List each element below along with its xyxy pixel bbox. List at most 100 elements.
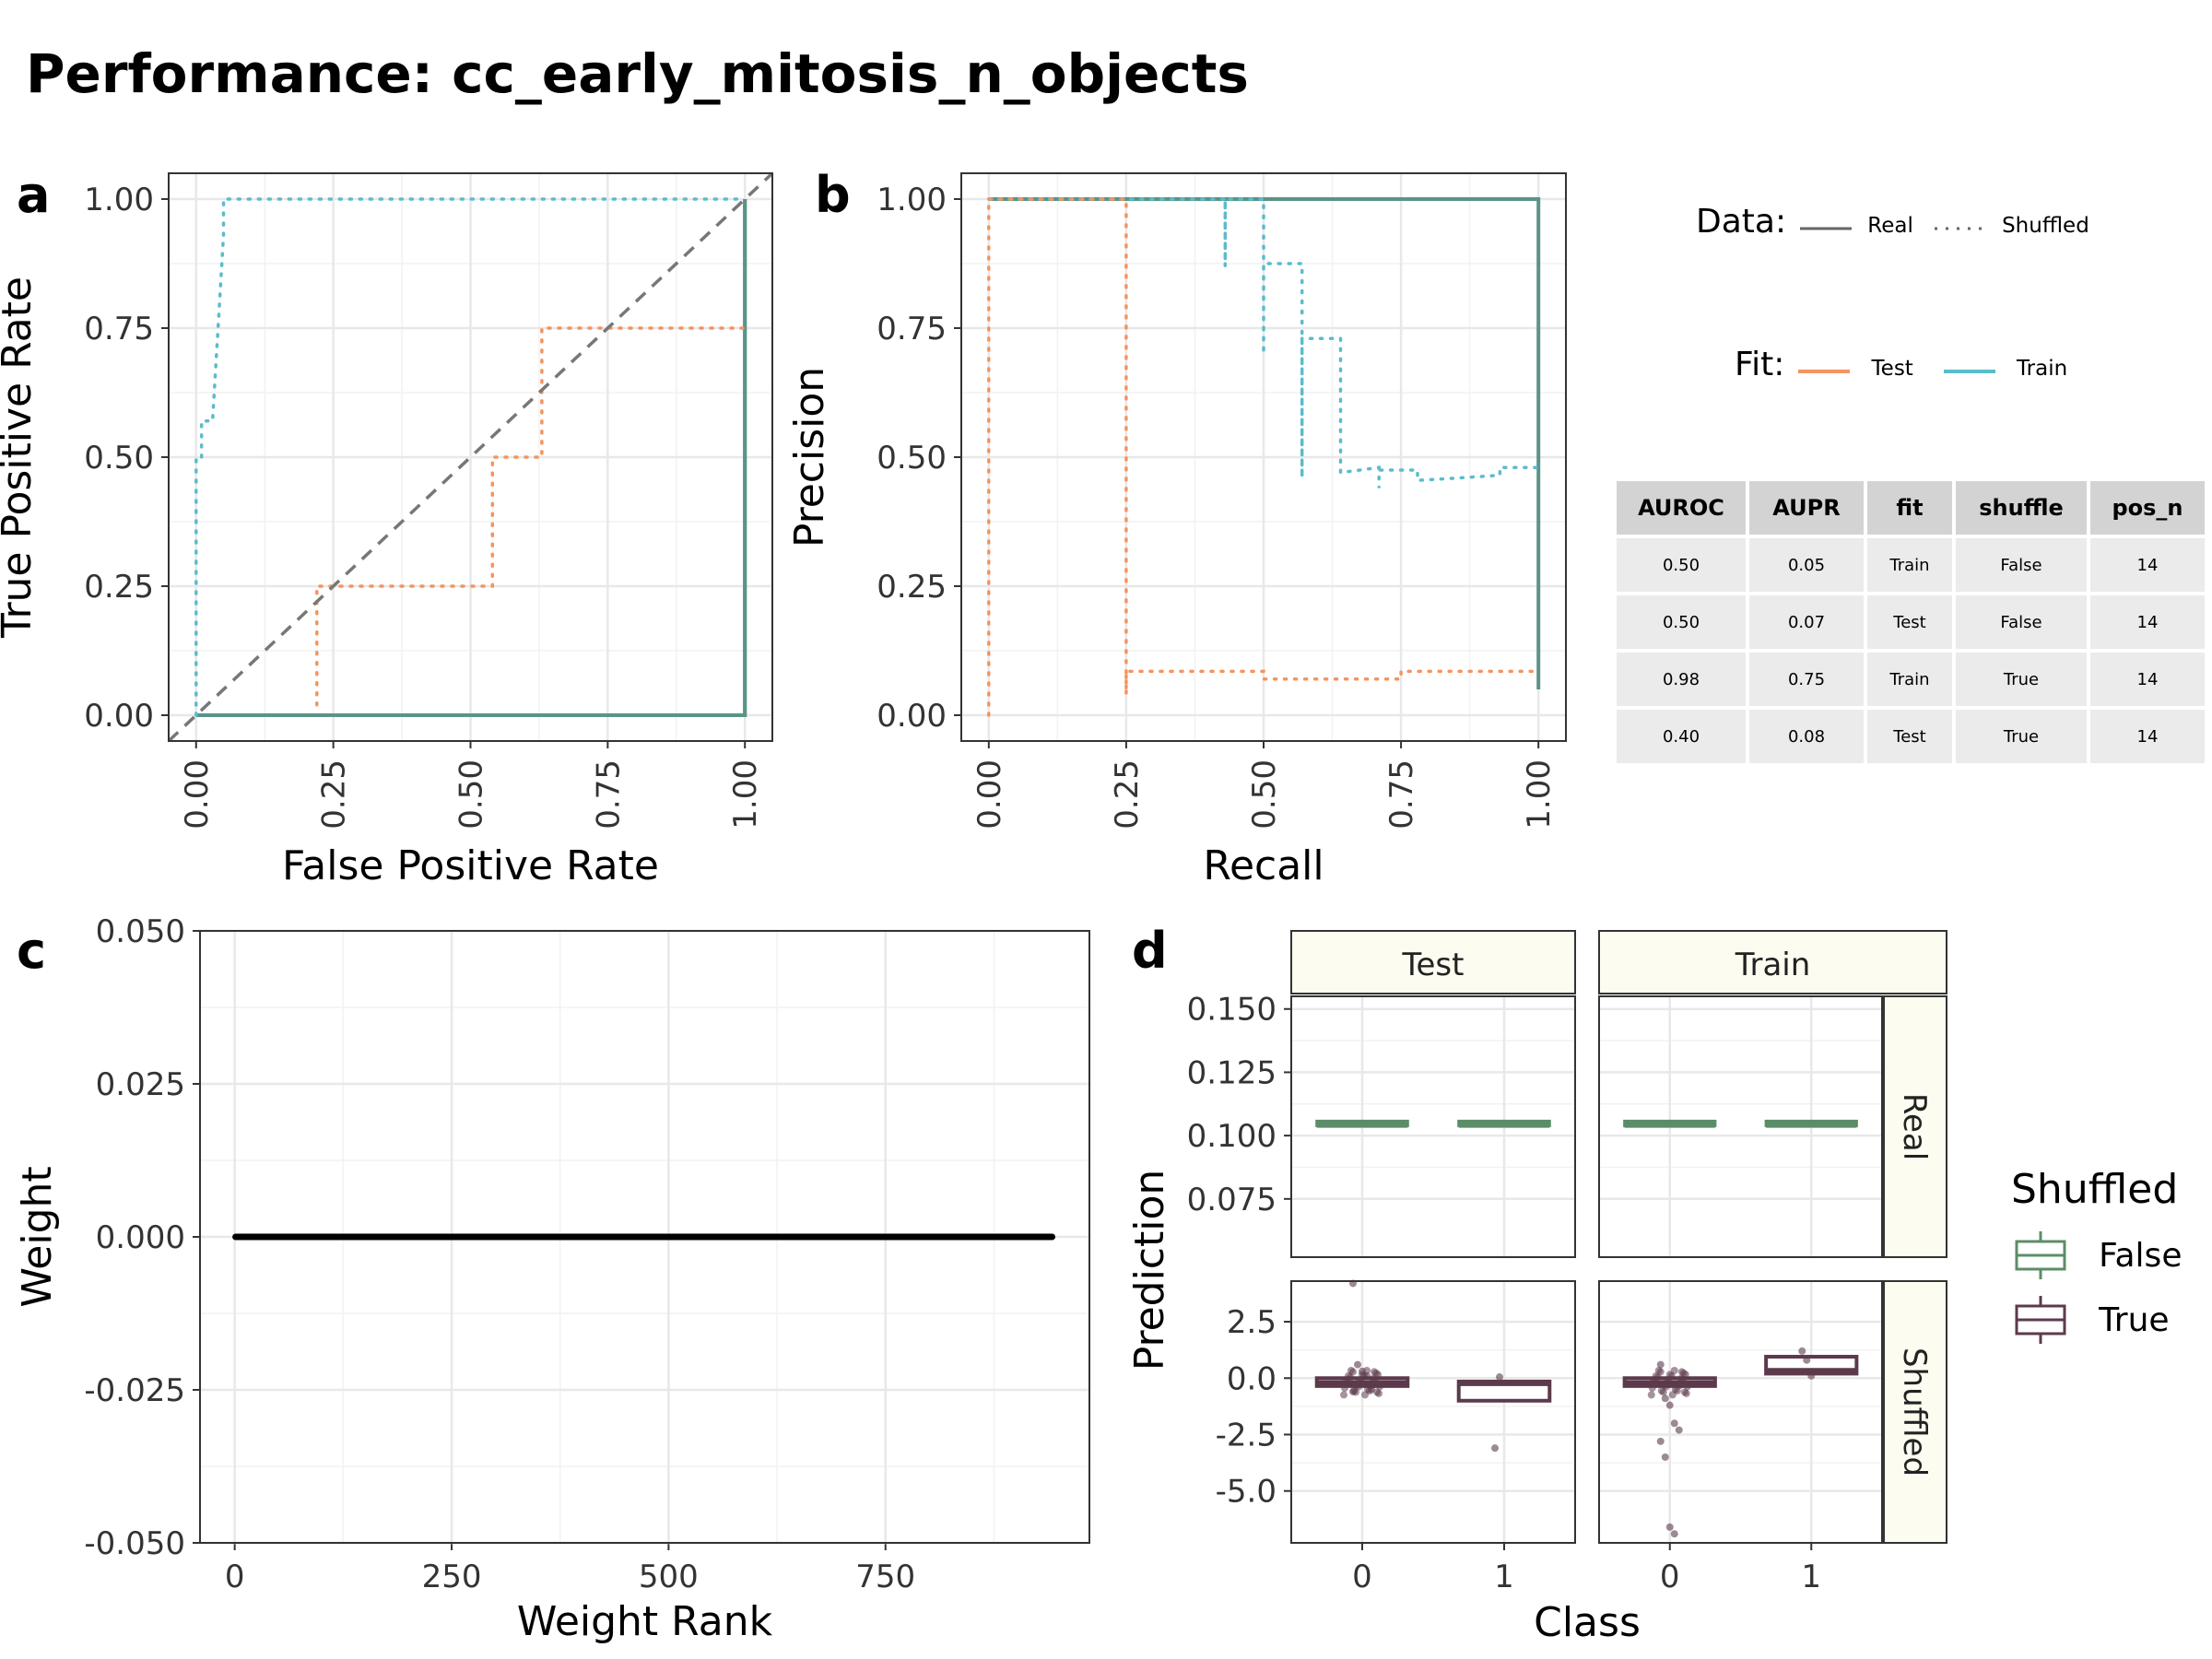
plot-border	[168, 172, 773, 742]
cell-shuffle: False	[1956, 595, 2087, 649]
cell-shuffle: True	[1956, 710, 2087, 763]
facet-strip-train	[1598, 930, 1947, 994]
cell-pos-n: 14	[2090, 538, 2205, 592]
data-legend-shuffled: Shuffled	[2002, 214, 2089, 238]
facet-strip-real	[1883, 995, 1947, 1258]
false-box-key	[2015, 1231, 2066, 1279]
x-tick-label: 750	[855, 1559, 915, 1595]
header-aupr: AUPR	[1749, 481, 1864, 535]
data-legend-real: Real	[1867, 214, 1913, 238]
jitter-point	[1359, 1371, 1366, 1379]
x-tick-label: 0.00	[179, 759, 216, 830]
outlier-point	[1656, 1437, 1665, 1445]
facet-label-train: Train	[1735, 947, 1811, 983]
cell-pos-n: 14	[2090, 710, 2205, 763]
y-axis-label: Prediction	[1126, 1170, 1173, 1371]
cell-fit: Train	[1867, 653, 1952, 706]
outlier-point	[1496, 1373, 1503, 1382]
jitter-point	[1677, 1368, 1686, 1376]
y-tick-label: 2.5	[1227, 1304, 1277, 1341]
jitter-point	[1660, 1382, 1668, 1390]
series-line-chance	[167, 171, 774, 743]
x-tick-label: 1.00	[727, 759, 764, 830]
jitter-point	[1674, 1380, 1682, 1388]
jitter-point	[1373, 1388, 1381, 1396]
outlier-point	[1491, 1444, 1499, 1453]
x-axis-label: False Positive Rate	[282, 842, 659, 889]
cell-fit: Test	[1867, 595, 1952, 649]
table-header-row: AUROC AUPR fit shuffle pos_n	[1617, 481, 2205, 535]
y-tick-label: 1.00	[84, 182, 154, 218]
jitter-point	[1342, 1377, 1349, 1385]
y-tick-label: 0.050	[96, 913, 185, 950]
jitter-point	[1647, 1391, 1655, 1399]
figure-title: Performance: cc_early_mitosis_n_objects	[26, 42, 1249, 105]
real-line-key	[1800, 227, 1853, 229]
facet-panel	[1599, 1281, 1882, 1543]
outlier-point	[1803, 1356, 1811, 1364]
cell-auroc: 0.50	[1617, 595, 1746, 649]
jitter-point	[1668, 1391, 1677, 1399]
cell-auroc: 0.50	[1617, 538, 1746, 592]
cell-auroc: 0.98	[1617, 653, 1746, 706]
x-axis-label: Class	[1534, 1599, 1641, 1646]
cell-pos-n: 14	[2090, 595, 2205, 649]
jitter-point	[1649, 1377, 1657, 1385]
fit-legend: Fit: Test Train	[1735, 346, 2067, 383]
shuffled-line-key	[1934, 227, 1986, 229]
header-pos-n: pos_n	[2090, 481, 2205, 535]
y-tick-label: -5.0	[1216, 1474, 1277, 1511]
shuffled-legend-false-row: False	[2011, 1230, 2182, 1294]
x-tick-label: 250	[422, 1559, 482, 1595]
y-tick-label: 1.00	[877, 182, 947, 218]
x-axis-label: Weight Rank	[517, 1598, 773, 1645]
x-tick-label: 0.25	[316, 759, 353, 830]
x-tick-label: 0.25	[1109, 759, 1146, 830]
y-tick-label: 0.025	[96, 1066, 185, 1103]
outlier-point	[1670, 1419, 1678, 1428]
y-tick-label: 0.0	[1227, 1360, 1277, 1397]
y-tick-label: 0.075	[1187, 1182, 1277, 1218]
table-row: 0.50 0.05 Train False 14	[1617, 538, 2205, 592]
jitter-point	[1683, 1382, 1691, 1391]
metrics-table: AUROC AUPR fit shuffle pos_n 0.50 0.05 T…	[1613, 477, 2208, 767]
jitter-point	[1347, 1366, 1355, 1374]
shuffled-legend-true: True	[2099, 1300, 2170, 1339]
outlier-point	[1656, 1360, 1665, 1369]
y-axis-label: True Positive Rate	[0, 276, 41, 639]
x-tick-label: 1	[1801, 1559, 1821, 1595]
facet-panel	[1291, 1281, 1575, 1543]
table-row: 0.50 0.07 Test False 14	[1617, 595, 2205, 649]
outlier-point	[1807, 1371, 1816, 1380]
y-tick-label: 0.00	[84, 698, 154, 735]
x-axis-label: Recall	[1203, 842, 1324, 889]
outlier-point	[1798, 1347, 1806, 1355]
outlier-point	[1354, 1360, 1361, 1369]
panel-label-c: c	[17, 922, 47, 980]
jitter-point	[1341, 1384, 1348, 1393]
cell-shuffle: False	[1956, 538, 2087, 592]
panel-label-a: a	[17, 166, 51, 224]
table-row: 0.40 0.08 Test True 14	[1617, 710, 2205, 763]
jitter-point	[1677, 1374, 1685, 1382]
cell-shuffle: True	[1956, 653, 2087, 706]
shuffled-legend-title: Shuffled	[2011, 1166, 2179, 1213]
cell-auroc: 0.40	[1617, 710, 1746, 763]
shuffled-legend-false: False	[2099, 1236, 2183, 1275]
cell-aupr: 0.08	[1749, 710, 1864, 763]
x-tick-label: 0.75	[1383, 759, 1420, 830]
shuffled-legend: Shuffled False True	[2011, 1166, 2182, 1359]
jitter-point	[1370, 1374, 1377, 1382]
x-tick-label: 0	[1352, 1559, 1372, 1595]
jitter-point	[1350, 1386, 1358, 1394]
jitter-point	[1665, 1371, 1674, 1379]
fit-legend-test: Test	[1871, 357, 1913, 381]
jitter-point	[1648, 1384, 1656, 1393]
facet-label-real: Real	[1896, 1093, 1933, 1160]
facet-border	[1290, 995, 1576, 1258]
jitter-point	[1657, 1386, 1665, 1394]
jitter-point	[1367, 1380, 1374, 1388]
y-tick-label: 0.100	[1187, 1118, 1277, 1155]
y-axis-label: Precision	[786, 367, 833, 547]
